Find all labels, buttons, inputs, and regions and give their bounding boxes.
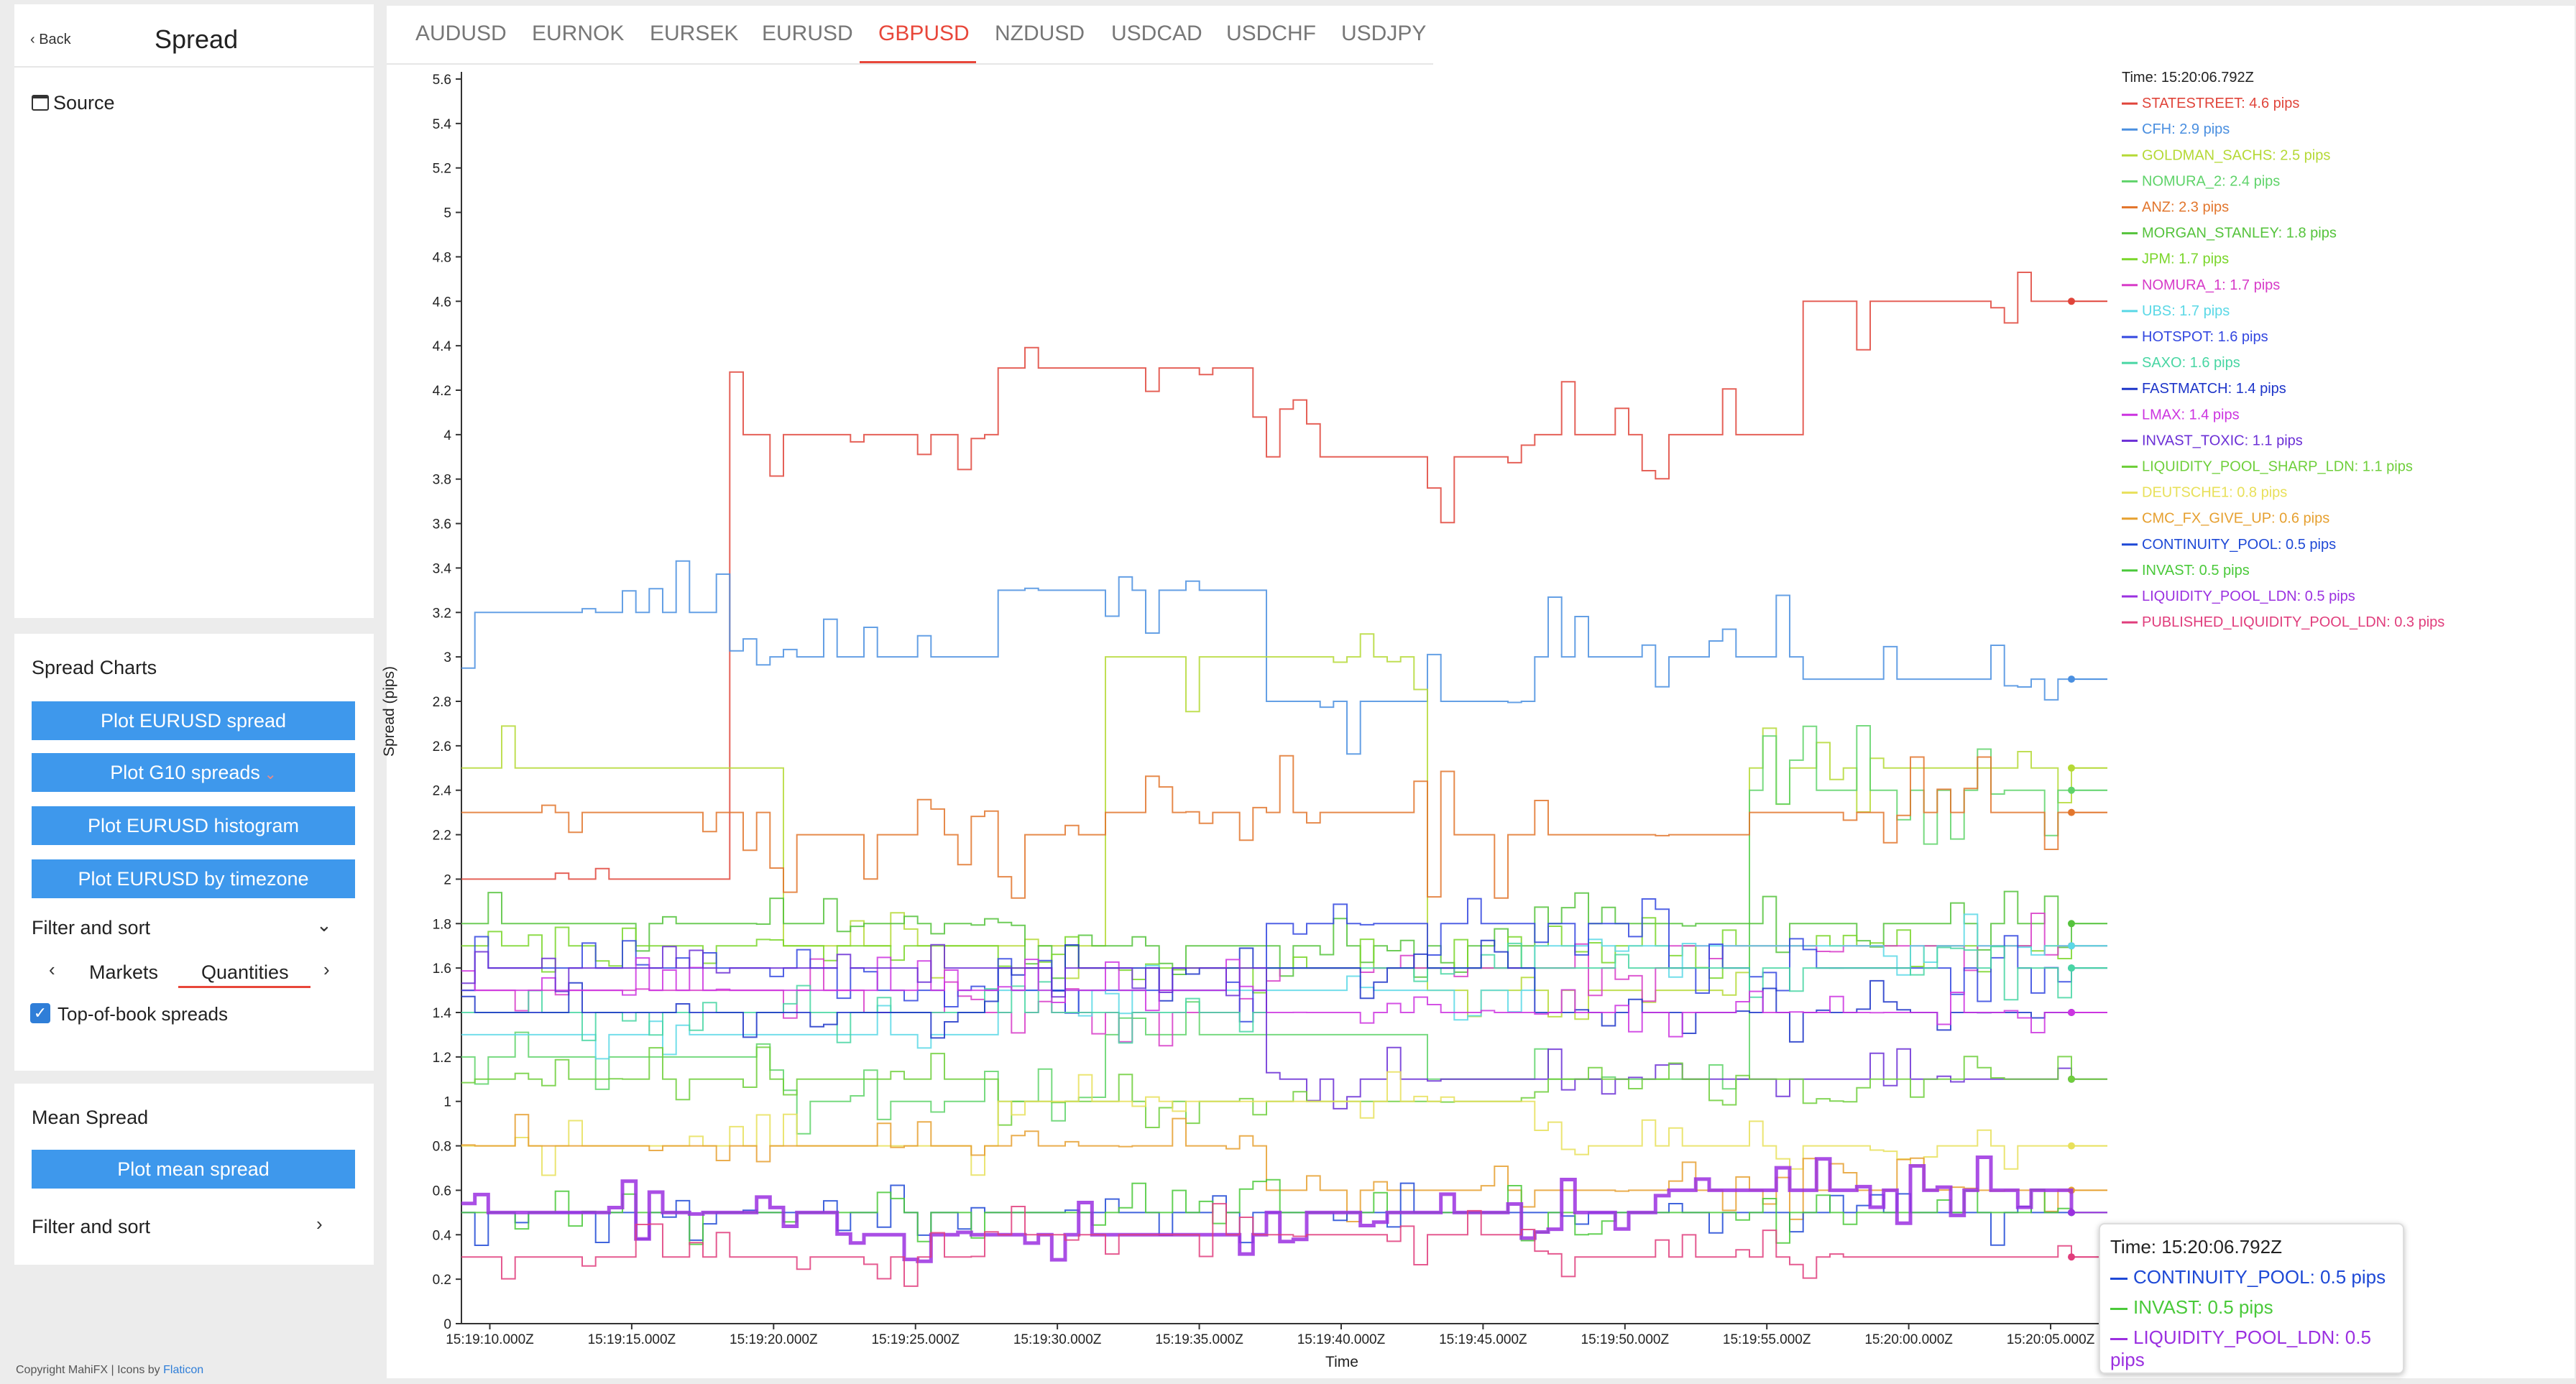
filter-sort-toggle[interactable]: Filter and sort [32,1216,151,1237]
subtab-underline [178,986,310,988]
chevron-right-icon[interactable]: › [316,1213,323,1235]
hover-tooltip: Time: 15:20:06.792Z CONTINUITY_POOL: 0.5… [2099,1223,2404,1374]
plot-g10-label: Plot G10 spreads [110,762,260,783]
chevron-left-icon: ‹ [30,32,40,47]
tab-usdjpy[interactable]: USDJPY [1341,22,1427,45]
tab-gbpusd[interactable]: GBPUSD [878,22,970,45]
divider [14,66,374,68]
back-label: Back [39,32,71,47]
source-link[interactable]: Source [32,92,115,114]
legend-swatch [2110,1307,2128,1310]
top-of-book-label: Top-of-book spreads [58,1003,229,1025]
tab-audusd[interactable]: AUDUSD [415,22,507,45]
flaticon-link[interactable]: Flaticon [163,1364,204,1376]
source-label: Source [53,92,115,114]
plot-eurusd-spread-button[interactable]: Plot EURUSD spread [32,701,355,740]
tab-nzdusd[interactable]: NZDUSD [995,22,1085,45]
plot-mean-spread-button[interactable]: Plot mean spread [32,1150,355,1189]
chevron-right-icon[interactable]: › [323,959,330,980]
tab-eurusd[interactable]: EURUSD [762,22,853,45]
tooltip-row: INVAST: 0.5 pips [2110,1296,2273,1319]
subtab-markets[interactable]: Markets [89,961,159,983]
top-of-book-checkbox[interactable]: ✓ [30,1003,50,1023]
copyright-text: Copyright MahiFX | Icons by [16,1364,164,1376]
tooltip-row-label: INVAST: 0.5 pips [2133,1296,2273,1318]
mean-spread-panel: Mean Spread Plot mean spread Filter and … [14,1084,374,1265]
tooltip-row: LIQUIDITY_POOL_LDN: 0.5 pips [2110,1327,2403,1371]
tooltip-row-label: LIQUIDITY_POOL_LDN: 0.5 pips [2110,1327,2371,1370]
plot-eurusd-by-timezone-button[interactable]: Plot EURUSD by timezone [32,859,355,898]
back-link[interactable]: ‹ Back [30,32,71,48]
chevron-down-icon: ⌄ [264,767,277,783]
tabs-border [387,63,1433,65]
tab-eursek[interactable]: EURSEK [650,22,739,45]
tab-eurnok[interactable]: EURNOK [532,22,625,45]
page-title: Spread [155,24,239,54]
tooltip-row-label: CONTINUITY_POOL: 0.5 pips [2133,1266,2386,1288]
chevron-down-icon[interactable]: ⌄ [316,914,332,936]
mean-spread-title: Mean Spread [32,1107,149,1128]
active-tab-underline [860,61,976,64]
legend-swatch [2110,1337,2128,1340]
legend-swatch [2110,1277,2128,1280]
copyright: Copyright MahiFX | Icons by Flaticon [16,1364,203,1377]
subtab-quantities[interactable]: Quantities [201,961,289,983]
spread-charts-title: Spread Charts [32,657,157,678]
tab-usdchf[interactable]: USDCHF [1226,22,1316,45]
spread-charts-panel: Spread Charts Plot EURUSD spread Plot G1… [14,634,374,1071]
calendar-icon [32,95,49,111]
filter-sort-toggle[interactable]: Filter and sort [32,917,151,938]
chevron-left-icon[interactable]: ‹ [49,959,55,980]
tooltip-row: CONTINUITY_POOL: 0.5 pips [2110,1266,2386,1288]
plot-g10-spreads-button[interactable]: Plot G10 spreads ⌄ [32,753,355,792]
tab-usdcad[interactable]: USDCAD [1111,22,1202,45]
sidebar-header-panel: ‹ Back Spread Source [14,4,374,618]
tooltip-title: Time: 15:20:06.792Z [2110,1236,2282,1258]
chart-panel: AUDUSD EURNOK EURSEK EURUSD GBPUSD NZDUSD USDC… [387,6,2575,1378]
plot-eurusd-histogram-button[interactable]: Plot EURUSD histogram [32,806,355,845]
